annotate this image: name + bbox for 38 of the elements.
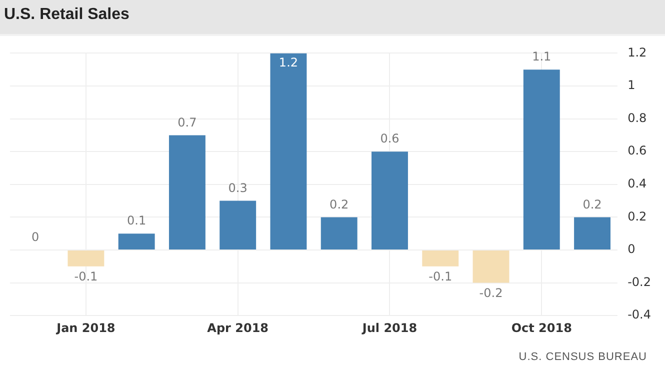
- bar: [574, 217, 610, 250]
- y-tick-label: -0.2: [628, 274, 652, 289]
- data-label: 0: [31, 230, 40, 244]
- bar: [270, 53, 307, 250]
- y-tick-label: -0.4: [628, 308, 652, 322]
- data-label: 0.6: [380, 132, 400, 146]
- bar: [168, 135, 206, 250]
- data-label: -0.1: [74, 270, 98, 284]
- data-label: 0.2: [330, 197, 349, 212]
- x-tick-label: Apr 2018: [207, 320, 269, 335]
- y-tick-label: 1: [628, 78, 636, 92]
- data-label: -0.2: [479, 286, 503, 300]
- x-tick-label: Oct 2018: [511, 320, 572, 335]
- bar: [472, 250, 510, 283]
- y-tick-label: 0: [628, 242, 636, 256]
- bar: [422, 250, 459, 266]
- x-tick-label: Jan 2018: [56, 320, 116, 335]
- y-tick-label: 0.8: [628, 110, 647, 125]
- chart-title: U.S. Retail Sales: [0, 0, 665, 34]
- data-label: 0.7: [178, 115, 197, 130]
- data-label: 0.3: [228, 180, 248, 195]
- y-tick-label: 0.4: [628, 176, 647, 191]
- bar: [220, 200, 256, 250]
- data-label: 1.1: [532, 50, 552, 64]
- y-tick-label: 0.2: [628, 209, 647, 224]
- x-tick-label: Jul 2018: [361, 320, 418, 335]
- bar: [523, 70, 560, 250]
- data-label: 1.2: [278, 55, 298, 70]
- data-label: -0.1: [428, 270, 452, 284]
- data-label: 0.1: [127, 214, 146, 228]
- data-label: 0.2: [582, 197, 602, 212]
- bar: [372, 152, 408, 250]
- text: U.S. CENSUS BUREAU: [518, 351, 647, 363]
- bar: [118, 234, 155, 250]
- bar: [320, 217, 358, 250]
- y-tick-label: 1.2: [628, 45, 647, 60]
- bar: [68, 250, 104, 266]
- y-tick-label: 0.6: [628, 144, 647, 158]
